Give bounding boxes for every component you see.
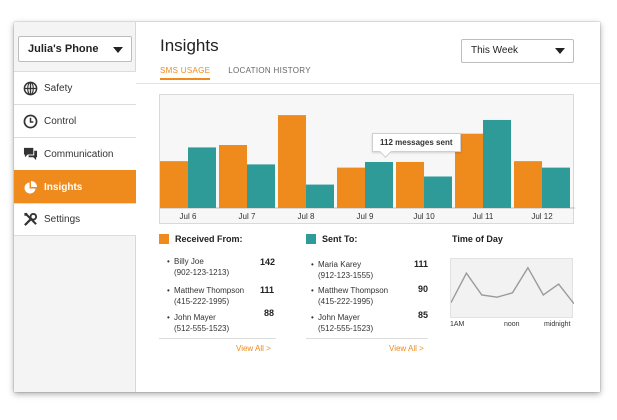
header-divider xyxy=(136,83,600,84)
page-title: Insights xyxy=(160,36,219,55)
bar-sent-jul-7[interactable] xyxy=(247,164,275,208)
sidebar-item-insights[interactable]: Insights xyxy=(14,170,136,203)
bar-received-jul-8[interactable] xyxy=(278,115,306,208)
sidebar-item-label: Insights xyxy=(44,181,83,193)
contact-name: John Mayer xyxy=(174,313,216,322)
sidebar-item-label: Control xyxy=(44,115,77,127)
main-panel: Insights This Week SMS USAGE LOCATION HI… xyxy=(136,22,600,392)
x-tick-label: Jul 9 xyxy=(357,212,374,221)
x-tick-label: Jul 7 xyxy=(239,212,256,221)
contact-name: Matthew Thompson xyxy=(174,286,245,295)
sidebar-item-settings[interactable]: Settings xyxy=(14,203,136,236)
bar-received-jul-6[interactable] xyxy=(160,161,188,208)
time-of-day-line xyxy=(450,266,575,305)
bar-sent-jul-10[interactable] xyxy=(424,176,452,209)
app-window: Julia's Phone Safety Control Communic xyxy=(14,22,600,392)
x-tick-label: Jul 8 xyxy=(298,212,315,221)
bar-sent-jul-8[interactable] xyxy=(306,184,334,208)
phone-select[interactable]: Julia's Phone xyxy=(18,36,132,62)
bar-received-jul-10[interactable] xyxy=(396,161,424,208)
x-tick-label: Jul 12 xyxy=(531,212,553,221)
received-swatch xyxy=(159,234,169,244)
sent-entry-2[interactable]: • Matthew Thompson (415-222-1995) xyxy=(311,286,389,306)
chart-tooltip: 112 messages sent xyxy=(372,133,461,152)
bar-sent-jul-12[interactable] xyxy=(542,167,570,208)
received-count-3: 88 xyxy=(264,308,275,318)
contact-name: Matthew Thompson xyxy=(318,286,389,295)
sidebar-item-communication[interactable]: Communication xyxy=(14,137,136,170)
bar-received-jul-12[interactable] xyxy=(514,161,542,208)
time-of-day-section: Time of Day xyxy=(452,234,503,244)
tools-icon xyxy=(22,212,38,228)
received-count-2: 111 xyxy=(260,285,275,295)
x-tick-label: Jul 11 xyxy=(473,212,494,221)
contact-name: Maria Karey xyxy=(318,260,362,269)
bar-sent-jul-6[interactable] xyxy=(188,147,216,208)
sms-bar-chart: Jul 6 Jul 7 Jul 8 Jul 9 Jul 10 Jul 11 Jul 12 1… xyxy=(159,94,575,224)
contact-phone: (912-123-1555) xyxy=(318,271,374,280)
tod-label-mid: noon xyxy=(504,321,520,328)
sent-entry-3[interactable]: • John Mayer (512-555-1523) xyxy=(311,313,374,333)
x-tick-label: Jul 6 xyxy=(180,212,197,221)
contact-phone: (902-123-1213) xyxy=(174,268,230,277)
chevron-down-icon xyxy=(113,47,123,53)
sent-heading: Sent To: xyxy=(322,234,358,244)
bar-received-jul-7[interactable] xyxy=(219,145,247,208)
sidebar-item-label: Safety xyxy=(44,82,73,94)
bar-received-jul-9[interactable] xyxy=(337,167,365,208)
contact-phone: (415-222-1995) xyxy=(318,297,374,306)
globe-icon xyxy=(22,80,38,96)
received-entry-2[interactable]: • Matthew Thompson (415-222-1995) xyxy=(167,286,245,306)
sent-divider xyxy=(306,338,428,339)
time-of-day-svg xyxy=(450,266,575,305)
contact-phone: (512-555-1523) xyxy=(318,324,374,333)
bar-chart-svg: Jul 6 Jul 7 Jul 8 Jul 9 Jul 10 Jul 11 Jul 12 xyxy=(160,115,575,221)
date-range-value: This Week xyxy=(471,45,519,56)
tod-label-start: 1AM xyxy=(450,321,465,328)
tab-sms-usage[interactable]: SMS USAGE xyxy=(160,66,211,80)
time-of-day-chart xyxy=(450,258,575,318)
chat-icon xyxy=(22,146,38,162)
x-tick-label: Jul 10 xyxy=(413,212,435,221)
contact-phone: (512-555-1523) xyxy=(174,324,230,333)
received-from-section: Received From: xyxy=(159,234,243,244)
sidebar-item-label: Settings xyxy=(44,214,81,225)
received-count-1: 142 xyxy=(260,257,276,267)
received-heading: Received From: xyxy=(175,234,243,244)
tab-bar: SMS USAGE LOCATION HISTORY xyxy=(160,66,329,80)
sidebar-item-safety[interactable]: Safety xyxy=(14,71,136,104)
phone-select-value: Julia's Phone xyxy=(28,43,99,55)
received-entry-1[interactable]: • Billy Joe (902-123-1213) xyxy=(167,257,230,277)
contact-name: John Mayer xyxy=(318,313,360,322)
tod-label-end: midnight xyxy=(544,321,571,328)
received-entry-3[interactable]: • John Mayer (512-555-1523) xyxy=(167,313,230,333)
bar-sent-jul-11[interactable] xyxy=(483,119,511,208)
received-view-all-link[interactable]: View All > xyxy=(236,344,271,353)
sent-swatch xyxy=(306,234,316,244)
date-range-select[interactable]: This Week xyxy=(461,39,574,63)
bar-sent-jul-9[interactable] xyxy=(365,161,393,208)
sent-count-2: 90 xyxy=(418,284,429,294)
clock-icon xyxy=(22,113,38,129)
sidebar-item-label: Communication xyxy=(44,148,114,160)
sent-to-section: Sent To: xyxy=(306,234,357,244)
sent-view-all-link[interactable]: View All > xyxy=(389,344,424,353)
tab-location-history[interactable]: LOCATION HISTORY xyxy=(228,66,311,75)
time-of-day-heading: Time of Day xyxy=(452,234,503,244)
contact-phone: (415-222-1995) xyxy=(174,297,230,306)
sidebar: Julia's Phone Safety Control Communic xyxy=(14,22,136,392)
sent-entry-1[interactable]: • Maria Karey (912-123-1555) xyxy=(311,260,374,280)
contact-name: Billy Joe xyxy=(174,257,204,266)
received-divider xyxy=(159,338,276,339)
sidebar-item-control[interactable]: Control xyxy=(14,104,136,137)
sent-count-1: 111 xyxy=(414,259,429,269)
pie-chart-icon xyxy=(22,179,38,195)
sent-count-3: 85 xyxy=(418,310,429,320)
chevron-down-icon xyxy=(555,48,565,54)
sidebar-nav: Safety Control Communication Insights xyxy=(14,71,136,236)
